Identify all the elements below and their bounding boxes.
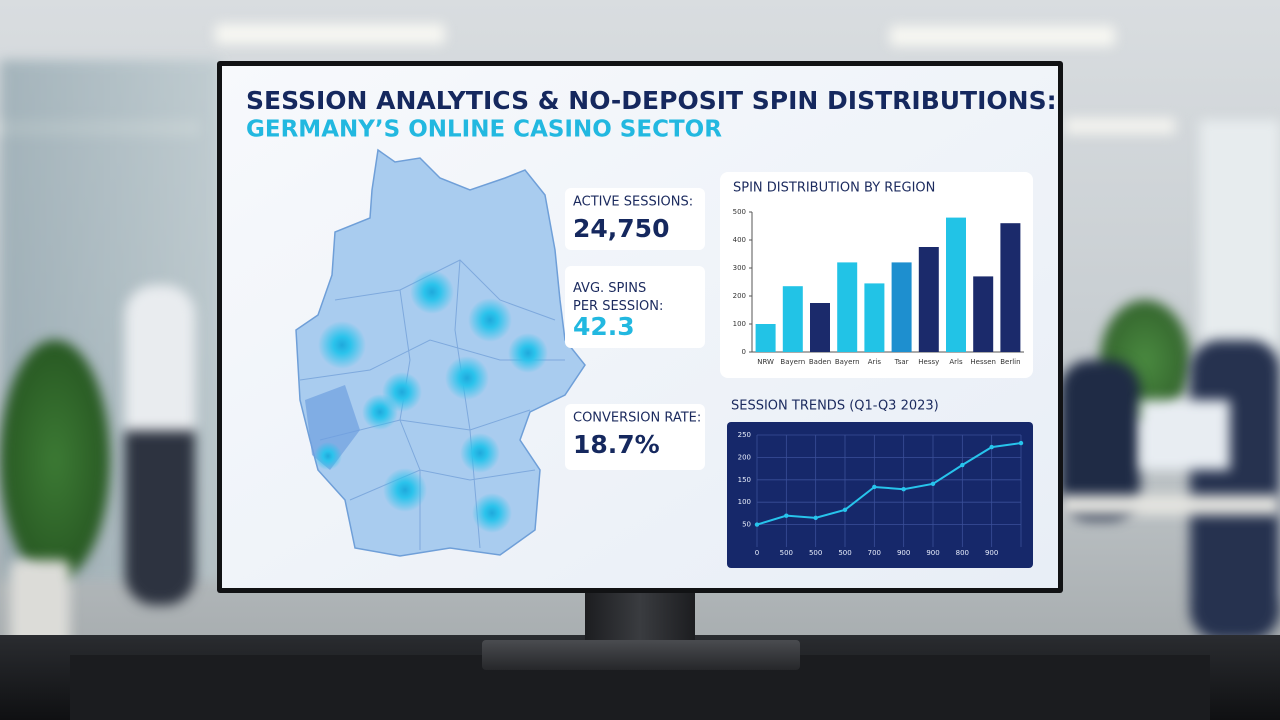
monitor-stand xyxy=(585,590,695,648)
point xyxy=(960,462,965,468)
kpi-label-line: AVG. SPINS xyxy=(573,281,646,296)
x-tick-label: Aris xyxy=(868,358,882,366)
title: SESSION ANALYTICS & NO-DEPOSIT SPIN DIST… xyxy=(246,86,1057,115)
kpi-value: 18.7% xyxy=(573,430,660,459)
line-card xyxy=(727,422,1033,568)
x-tick-label: Hessy xyxy=(918,358,939,366)
bar xyxy=(891,262,912,352)
subtitle: GERMANY’S ONLINE CASINO SECTOR xyxy=(246,117,722,143)
germany-map xyxy=(295,148,586,557)
y-tick-label: 0 xyxy=(742,348,746,356)
x-tick-label: 500 xyxy=(809,549,822,557)
person xyxy=(125,285,195,605)
kpi-label: AVG. SPINS PER SESSION: xyxy=(573,281,663,314)
x-tick-label: Bayern xyxy=(780,358,805,366)
bar xyxy=(973,276,994,352)
bar xyxy=(810,303,830,352)
kpi-card xyxy=(565,404,705,470)
ceiling-light xyxy=(1065,118,1175,134)
point xyxy=(754,522,760,527)
kpi-label-line: PER SESSION: xyxy=(573,299,663,314)
x-tick-label: 700 xyxy=(868,549,881,557)
x-tick-label: 500 xyxy=(838,549,851,557)
x-tick-label: 0 xyxy=(755,549,759,557)
x-tick-label: 900 xyxy=(897,549,910,557)
y-tick-label: 400 xyxy=(733,236,746,244)
x-tick-label: Baden xyxy=(809,358,831,366)
kpi-label: ACTIVE SESSIONS: xyxy=(573,195,693,210)
ceiling-light xyxy=(890,26,1115,46)
bar xyxy=(755,324,776,352)
x-tick-label: Arls xyxy=(949,358,963,366)
monitor-base xyxy=(482,640,800,670)
y-tick-label: 150 xyxy=(738,476,751,484)
x-tick-label: 500 xyxy=(780,549,793,557)
x-tick-label: NRW xyxy=(757,358,774,366)
x-tick-label: 900 xyxy=(985,549,998,557)
kpi-card xyxy=(565,266,705,348)
trend-line xyxy=(756,442,1022,526)
y-tick-label: 200 xyxy=(738,453,751,461)
kpi-value: 24,750 xyxy=(573,214,669,243)
bar xyxy=(918,247,939,352)
bar xyxy=(946,217,966,352)
point xyxy=(1018,440,1024,446)
y-tick-label: 100 xyxy=(733,320,746,328)
ceiling-light xyxy=(215,24,445,44)
x-tick-label: Hessen xyxy=(970,358,996,366)
point xyxy=(784,513,789,518)
y-tick-label: 100 xyxy=(738,498,751,506)
table xyxy=(1060,495,1280,515)
x-tick-label: 800 xyxy=(956,549,969,557)
y-tick-label: 250 xyxy=(738,431,751,439)
person xyxy=(1060,360,1140,520)
point xyxy=(901,487,906,492)
y-tick-label: 50 xyxy=(742,521,751,529)
y-tick-label: 200 xyxy=(733,292,746,300)
bar xyxy=(864,283,885,352)
point xyxy=(842,507,848,513)
person xyxy=(1190,340,1280,640)
kpi-card xyxy=(565,188,705,250)
point xyxy=(989,444,994,450)
y-tick-label: 300 xyxy=(733,264,746,272)
x-tick-label: 900 xyxy=(926,549,939,557)
kpi-value: 42.3 xyxy=(573,312,635,341)
y-tick-label: 500 xyxy=(733,208,746,216)
x-tick-label: Bayern xyxy=(835,358,860,366)
point xyxy=(872,484,877,490)
bar xyxy=(837,262,858,352)
monitor-bg xyxy=(1140,400,1230,470)
kpi-label: CONVERSION RATE: xyxy=(573,411,701,426)
bar xyxy=(782,286,803,352)
x-tick-label: Tsar xyxy=(894,358,909,366)
point xyxy=(813,515,818,521)
chart-title: SPIN DISTRIBUTION BY REGION xyxy=(733,181,935,196)
bar xyxy=(1000,223,1021,352)
point xyxy=(930,481,936,487)
chart-title: SESSION TRENDS (Q1-Q3 2023) xyxy=(731,399,939,414)
plant xyxy=(0,340,110,580)
x-tick-label: Berlin xyxy=(1000,358,1020,366)
